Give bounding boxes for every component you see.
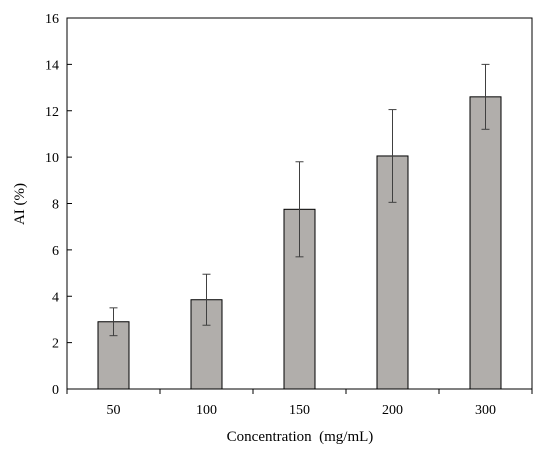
x-tick-label: 300 <box>475 403 496 418</box>
plot-area: 0 2 4 6 8 10 12 14 16 50 100 150 200 300 <box>45 12 533 418</box>
x-tick-label: 150 <box>289 403 310 418</box>
x-axis-label: Concentration (mg/mL) <box>227 429 374 445</box>
x-tick-label: 200 <box>382 403 403 418</box>
x-tick-label: 100 <box>196 403 217 418</box>
y-tick-label: 12 <box>45 105 59 120</box>
y-tick-label: 4 <box>52 290 59 305</box>
y-tick-label: 6 <box>52 244 59 259</box>
y-tick-label: 14 <box>45 58 59 73</box>
y-tick-label: 8 <box>52 198 59 213</box>
bar <box>469 96 502 390</box>
y-tick-label: 10 <box>45 151 59 166</box>
bar <box>190 299 223 390</box>
x-tick-label: 50 <box>107 403 121 418</box>
y-tick-label: 2 <box>52 337 59 352</box>
y-axis-label: AI (%) <box>12 183 28 225</box>
y-tick-label: 16 <box>45 12 59 27</box>
y-tick-label: 0 <box>52 383 59 398</box>
